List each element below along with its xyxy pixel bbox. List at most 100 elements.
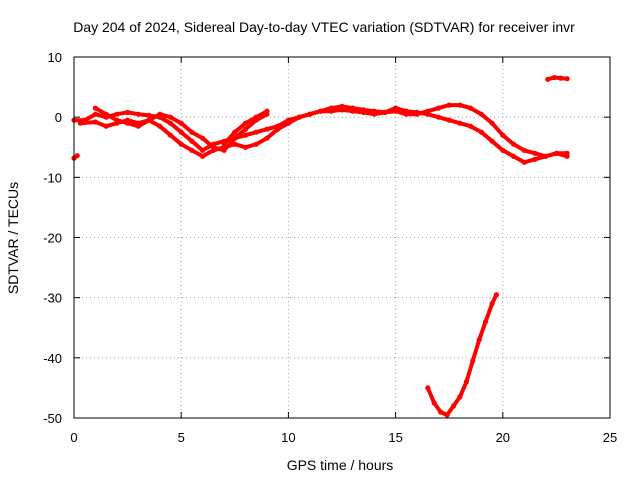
series-track-5 [71,153,80,161]
data-point [189,129,195,135]
data-point [478,111,484,117]
data-point [521,147,527,153]
data-point [414,109,420,115]
data-point [382,109,388,115]
data-point [564,76,570,82]
data-point [125,120,131,126]
data-point [242,126,249,132]
data-point [285,120,291,126]
y-tick-label: -10 [43,170,62,185]
data-point [510,153,517,159]
data-point [296,114,302,120]
x-tick-label: 15 [388,430,402,445]
data-point [253,129,259,135]
data-point [200,135,206,141]
data-point [167,120,174,126]
data-point [371,111,377,117]
data-point [307,111,313,117]
data-point [489,301,495,307]
data-point [328,108,334,114]
data-point [543,153,549,159]
data-point [146,117,152,123]
data-point [253,114,259,120]
data-point [264,126,270,132]
data-point [232,129,238,135]
data-point [483,319,489,325]
data-point [114,117,120,123]
data-point [189,138,195,144]
data-point [264,135,270,141]
data-point [545,76,551,82]
data-point [457,394,463,400]
data-point [435,105,442,111]
data-point [446,117,452,123]
data-point [425,385,431,391]
data-point [350,108,356,114]
data-point [221,147,227,153]
data-point [393,105,399,111]
data-point [470,358,476,364]
data-point [103,111,109,117]
data-point [463,379,469,385]
series-line [545,75,570,82]
data-point [74,153,80,159]
data-point [92,105,98,111]
data-point [493,292,499,298]
data-point [444,412,450,418]
data-point [178,129,184,135]
data-point [532,156,538,162]
data-point [178,120,184,126]
data-point [210,144,216,150]
x-tick-label: 25 [603,430,617,445]
data-point [468,105,474,111]
data-point [476,337,482,343]
data-point [103,123,109,129]
axis-ticks: 0 5 10 15 20 25 -50 -40 -30 -20 -10 0 10 [43,50,617,445]
x-tick-label: 5 [178,430,185,445]
data-point [242,132,249,138]
data-point [435,114,442,120]
data-point [157,123,163,129]
data-point [114,111,120,117]
data-point [221,141,227,147]
data-point [553,150,560,156]
data-point [318,108,324,114]
data-point [551,74,557,81]
data-point [450,403,457,409]
grid-lines [74,57,610,418]
data-point [92,111,98,117]
data-point [200,153,206,159]
series-track-7 [545,74,570,82]
data-point [167,114,174,120]
data-point [489,138,495,144]
data-point [468,123,474,129]
y-tick-label: 0 [55,110,62,125]
data-point [275,126,281,132]
data-point [264,108,270,114]
data-point [125,109,131,115]
x-axis-label: GPS time / hours [287,457,394,473]
data-point [77,120,83,126]
data-point [189,147,195,153]
data-point [92,119,98,125]
series-line [78,106,570,165]
series-track-6 [425,292,499,418]
data-point [500,132,506,138]
data-point [157,111,163,117]
data-point [167,132,174,138]
data-point [339,103,345,109]
y-tick-label: -40 [43,351,62,366]
data-point [232,141,238,147]
data-point [425,111,431,117]
data-point [242,120,249,126]
x-tick-label: 10 [281,430,295,445]
data-point [200,147,206,153]
data-point [446,102,452,108]
data-point [564,153,570,159]
data-point [438,409,444,415]
y-tick-label: -50 [43,411,62,426]
x-tick-label: 20 [496,430,510,445]
data-point [360,109,366,115]
y-tick-label: 10 [48,50,62,65]
data-point [242,144,249,150]
